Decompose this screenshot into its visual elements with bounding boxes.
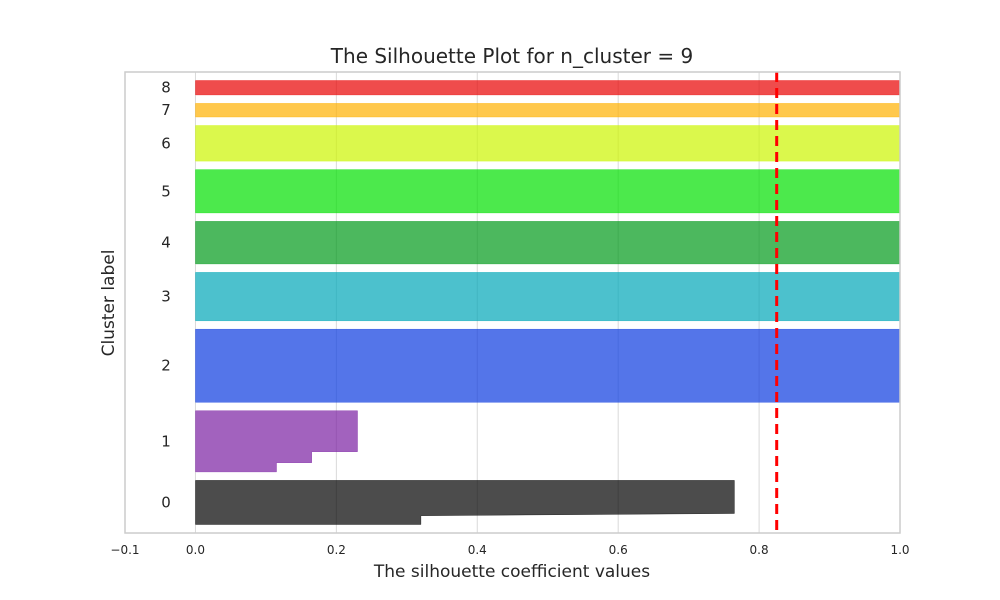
- cluster-bar-1: [195, 410, 358, 473]
- x-tick-label: 1.0: [890, 543, 909, 557]
- cluster-bar-0: [195, 480, 735, 525]
- cluster-label-4: 4: [161, 234, 171, 252]
- chart-title: The Silhouette Plot for n_cluster = 9: [330, 44, 693, 68]
- cluster-bar-6: [195, 125, 901, 162]
- x-tick-label: 0.0: [186, 543, 205, 557]
- x-tick-label: −0.1: [110, 543, 139, 557]
- x-axis-label: The silhouette coefficient values: [373, 562, 650, 582]
- cluster-label-5: 5: [161, 182, 171, 200]
- plot-frame: [124, 71, 901, 534]
- cluster-bar-5: [195, 169, 901, 214]
- cluster-label-1: 1: [161, 432, 171, 450]
- cluster-label-0: 0: [161, 493, 171, 511]
- cluster-bar-4: [195, 221, 901, 265]
- cluster-label-3: 3: [161, 288, 171, 306]
- x-tick-label: 0.4: [468, 543, 487, 557]
- x-tick-label: 0.2: [327, 543, 346, 557]
- cluster-bar-3: [195, 272, 901, 322]
- y-axis-label: Cluster label: [99, 250, 119, 357]
- cluster-bar-8: [195, 80, 901, 96]
- cluster-labels: 0 1 2 3 4 5 6 7 8: [161, 79, 171, 512]
- cluster-bars: [195, 80, 901, 525]
- cluster-label-2: 2: [161, 357, 171, 375]
- cluster-bar-2: [195, 328, 901, 403]
- x-tick-label: 0.6: [609, 543, 628, 557]
- cluster-label-6: 6: [161, 134, 171, 152]
- x-tick-label: 0.8: [750, 543, 769, 557]
- cluster-label-8: 8: [161, 79, 171, 97]
- cluster-bar-7: [195, 103, 901, 118]
- x-tick-labels: −0.1 0.0 0.2 0.4 0.6 0.8 1.0: [110, 543, 909, 557]
- cluster-label-7: 7: [161, 101, 171, 119]
